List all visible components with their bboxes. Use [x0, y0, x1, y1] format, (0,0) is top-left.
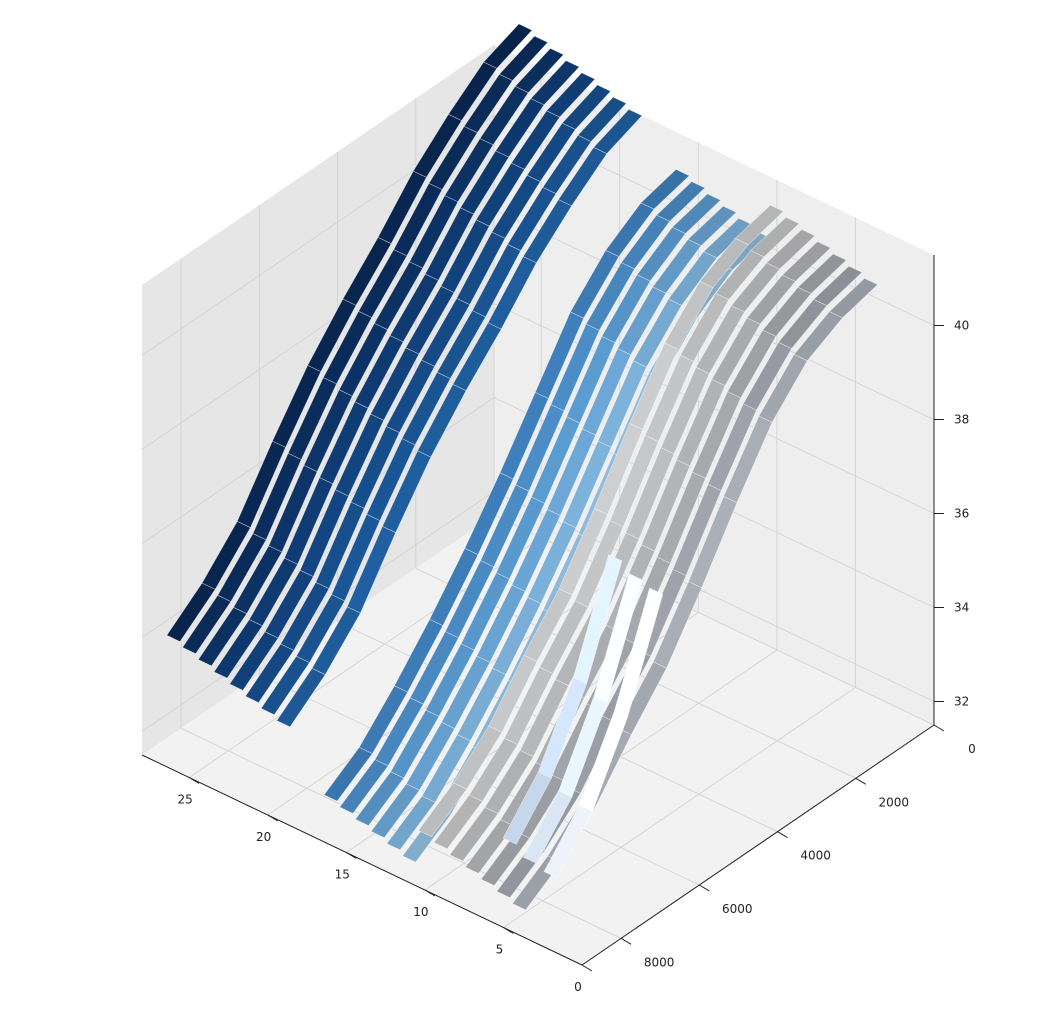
- x-tick-label: 0: [574, 980, 582, 994]
- z-tick-label: 38: [954, 413, 969, 427]
- y-tick-mark: [856, 778, 866, 784]
- z-tick-label: 40: [954, 319, 969, 333]
- x-tick-mark: [582, 965, 592, 971]
- y-tick-mark: [934, 725, 944, 731]
- x-tick-label: 10: [413, 905, 428, 919]
- y-tick-label: 0: [968, 742, 976, 756]
- z-tick-label: 36: [954, 507, 969, 521]
- y-tick-label: 2000: [879, 795, 910, 809]
- y-tick-label: 4000: [800, 849, 831, 863]
- y-tick-label: 8000: [644, 955, 675, 969]
- y-tick-mark: [778, 832, 788, 838]
- z-tick-label: 32: [954, 695, 969, 709]
- y-tick-mark: [699, 885, 709, 891]
- y-tick-label: 6000: [722, 902, 753, 916]
- z-tick-label: 34: [954, 601, 969, 615]
- x-tick-label: 20: [256, 830, 271, 844]
- x-tick-label: 5: [496, 943, 504, 957]
- x-tick-label: 15: [335, 868, 350, 882]
- x-tick-label: 25: [177, 793, 192, 807]
- y-tick-mark: [621, 938, 631, 944]
